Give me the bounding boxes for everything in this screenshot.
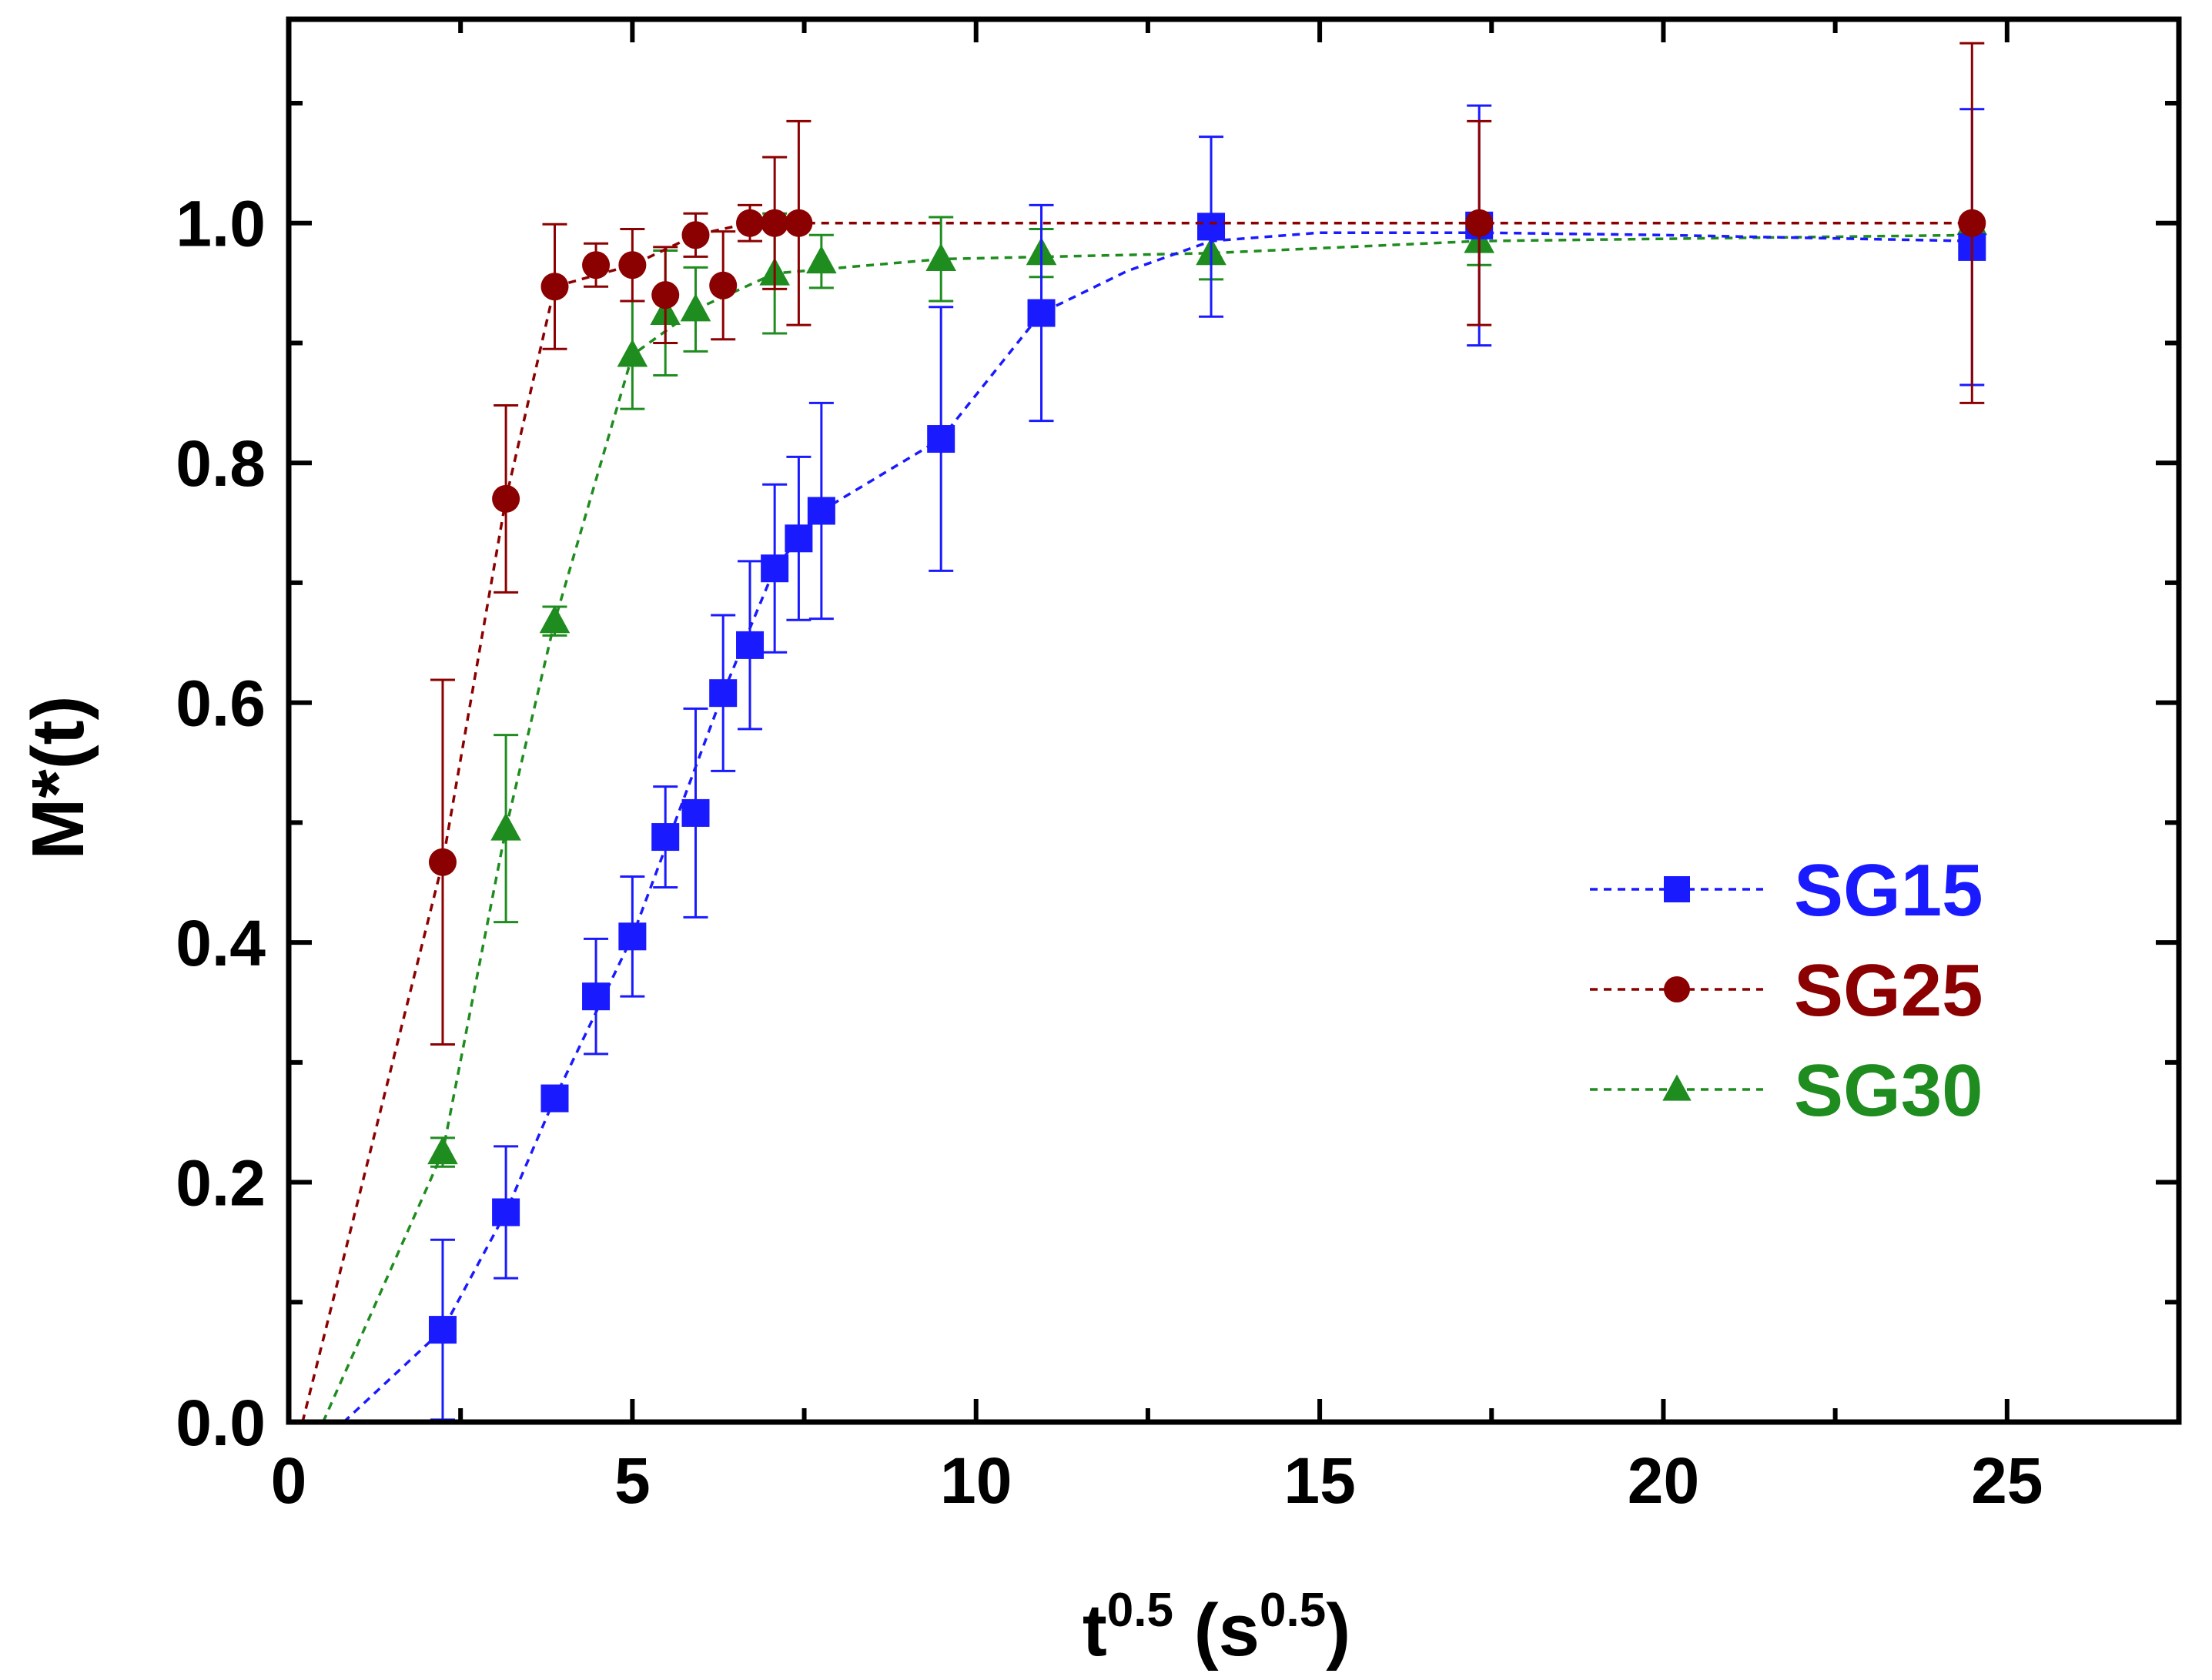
data-point [582,251,611,279]
series-sg25 [301,42,1986,1423]
data-point [806,245,837,274]
data-point [761,209,789,237]
data-point [428,1316,457,1344]
x-axis-label-unit-sup: 0.5 [1260,1584,1326,1637]
fit-line [343,231,1973,1424]
x-axis-label-base: t [1083,1589,1107,1672]
data-point [651,823,680,852]
data-point [492,484,520,513]
x-tick-label: 5 [614,1444,651,1517]
x-tick-label: 25 [1971,1444,2043,1517]
x-tick-label: 0 [271,1444,307,1517]
x-axis-label: t0.5 (s0.5) [1083,1584,1350,1672]
data-point [1958,209,1986,237]
y-tick-label: 0.0 [176,1387,266,1459]
y-tick-label: 0.2 [176,1147,266,1220]
data-point [736,209,765,237]
legend-label: SG15 [1794,849,1983,932]
y-tick-label: 0.8 [176,427,266,500]
data-point [428,848,457,876]
data-point [709,679,738,708]
data-point [539,605,571,634]
data-point [807,497,835,525]
data-point [761,554,789,583]
plot-frame [286,16,2182,1425]
data-point [490,812,521,841]
y-tick-label: 0.4 [176,907,266,979]
data-point [540,1084,569,1113]
legend-marker [1662,1074,1692,1101]
data-point [582,982,611,1011]
y-axis-label: M*(t) [17,695,99,859]
data-point [540,273,569,301]
data-point [680,293,711,322]
data-point [927,425,955,453]
data-point [736,631,765,659]
x-axis-label-unit-close: ) [1326,1589,1350,1672]
data-point [785,524,813,553]
data-point [709,271,738,300]
x-axis-label-sup: 0.5 [1107,1584,1173,1637]
data-point [1465,209,1494,237]
data-point [785,209,813,237]
data-point [925,243,956,271]
x-tick-label: 10 [940,1444,1012,1517]
series-sg30 [322,207,1988,1423]
data-point [427,1136,458,1165]
legend-marker [1664,976,1690,1002]
data-point [1197,213,1226,241]
data-point [1027,299,1056,327]
x-tick-label: 20 [1628,1444,1699,1517]
data-point [618,251,647,279]
legend-label: SG30 [1794,1049,1983,1132]
legend-marker [1664,876,1690,902]
fit-line [301,221,1973,1423]
series-layer [301,42,1988,1424]
data-point [618,922,647,951]
y-tick-label: 1.0 [176,188,266,260]
y-tick-label: 0.6 [176,668,266,740]
data-point [492,1198,520,1227]
data-point [681,221,710,249]
legend-label: SG25 [1794,949,1983,1032]
x-axis-label-unit-open: (s [1173,1589,1260,1672]
legend: SG15 SG25 SG30 [1590,849,1983,1132]
x-tick-label: 15 [1283,1444,1355,1517]
ticks-layer: 0 5 10 15 20 25 0.0 0.2 0.4 0.6 0.8 1.0 [176,19,2179,1517]
data-point [681,798,710,827]
data-point [617,339,648,367]
data-point [651,281,680,310]
